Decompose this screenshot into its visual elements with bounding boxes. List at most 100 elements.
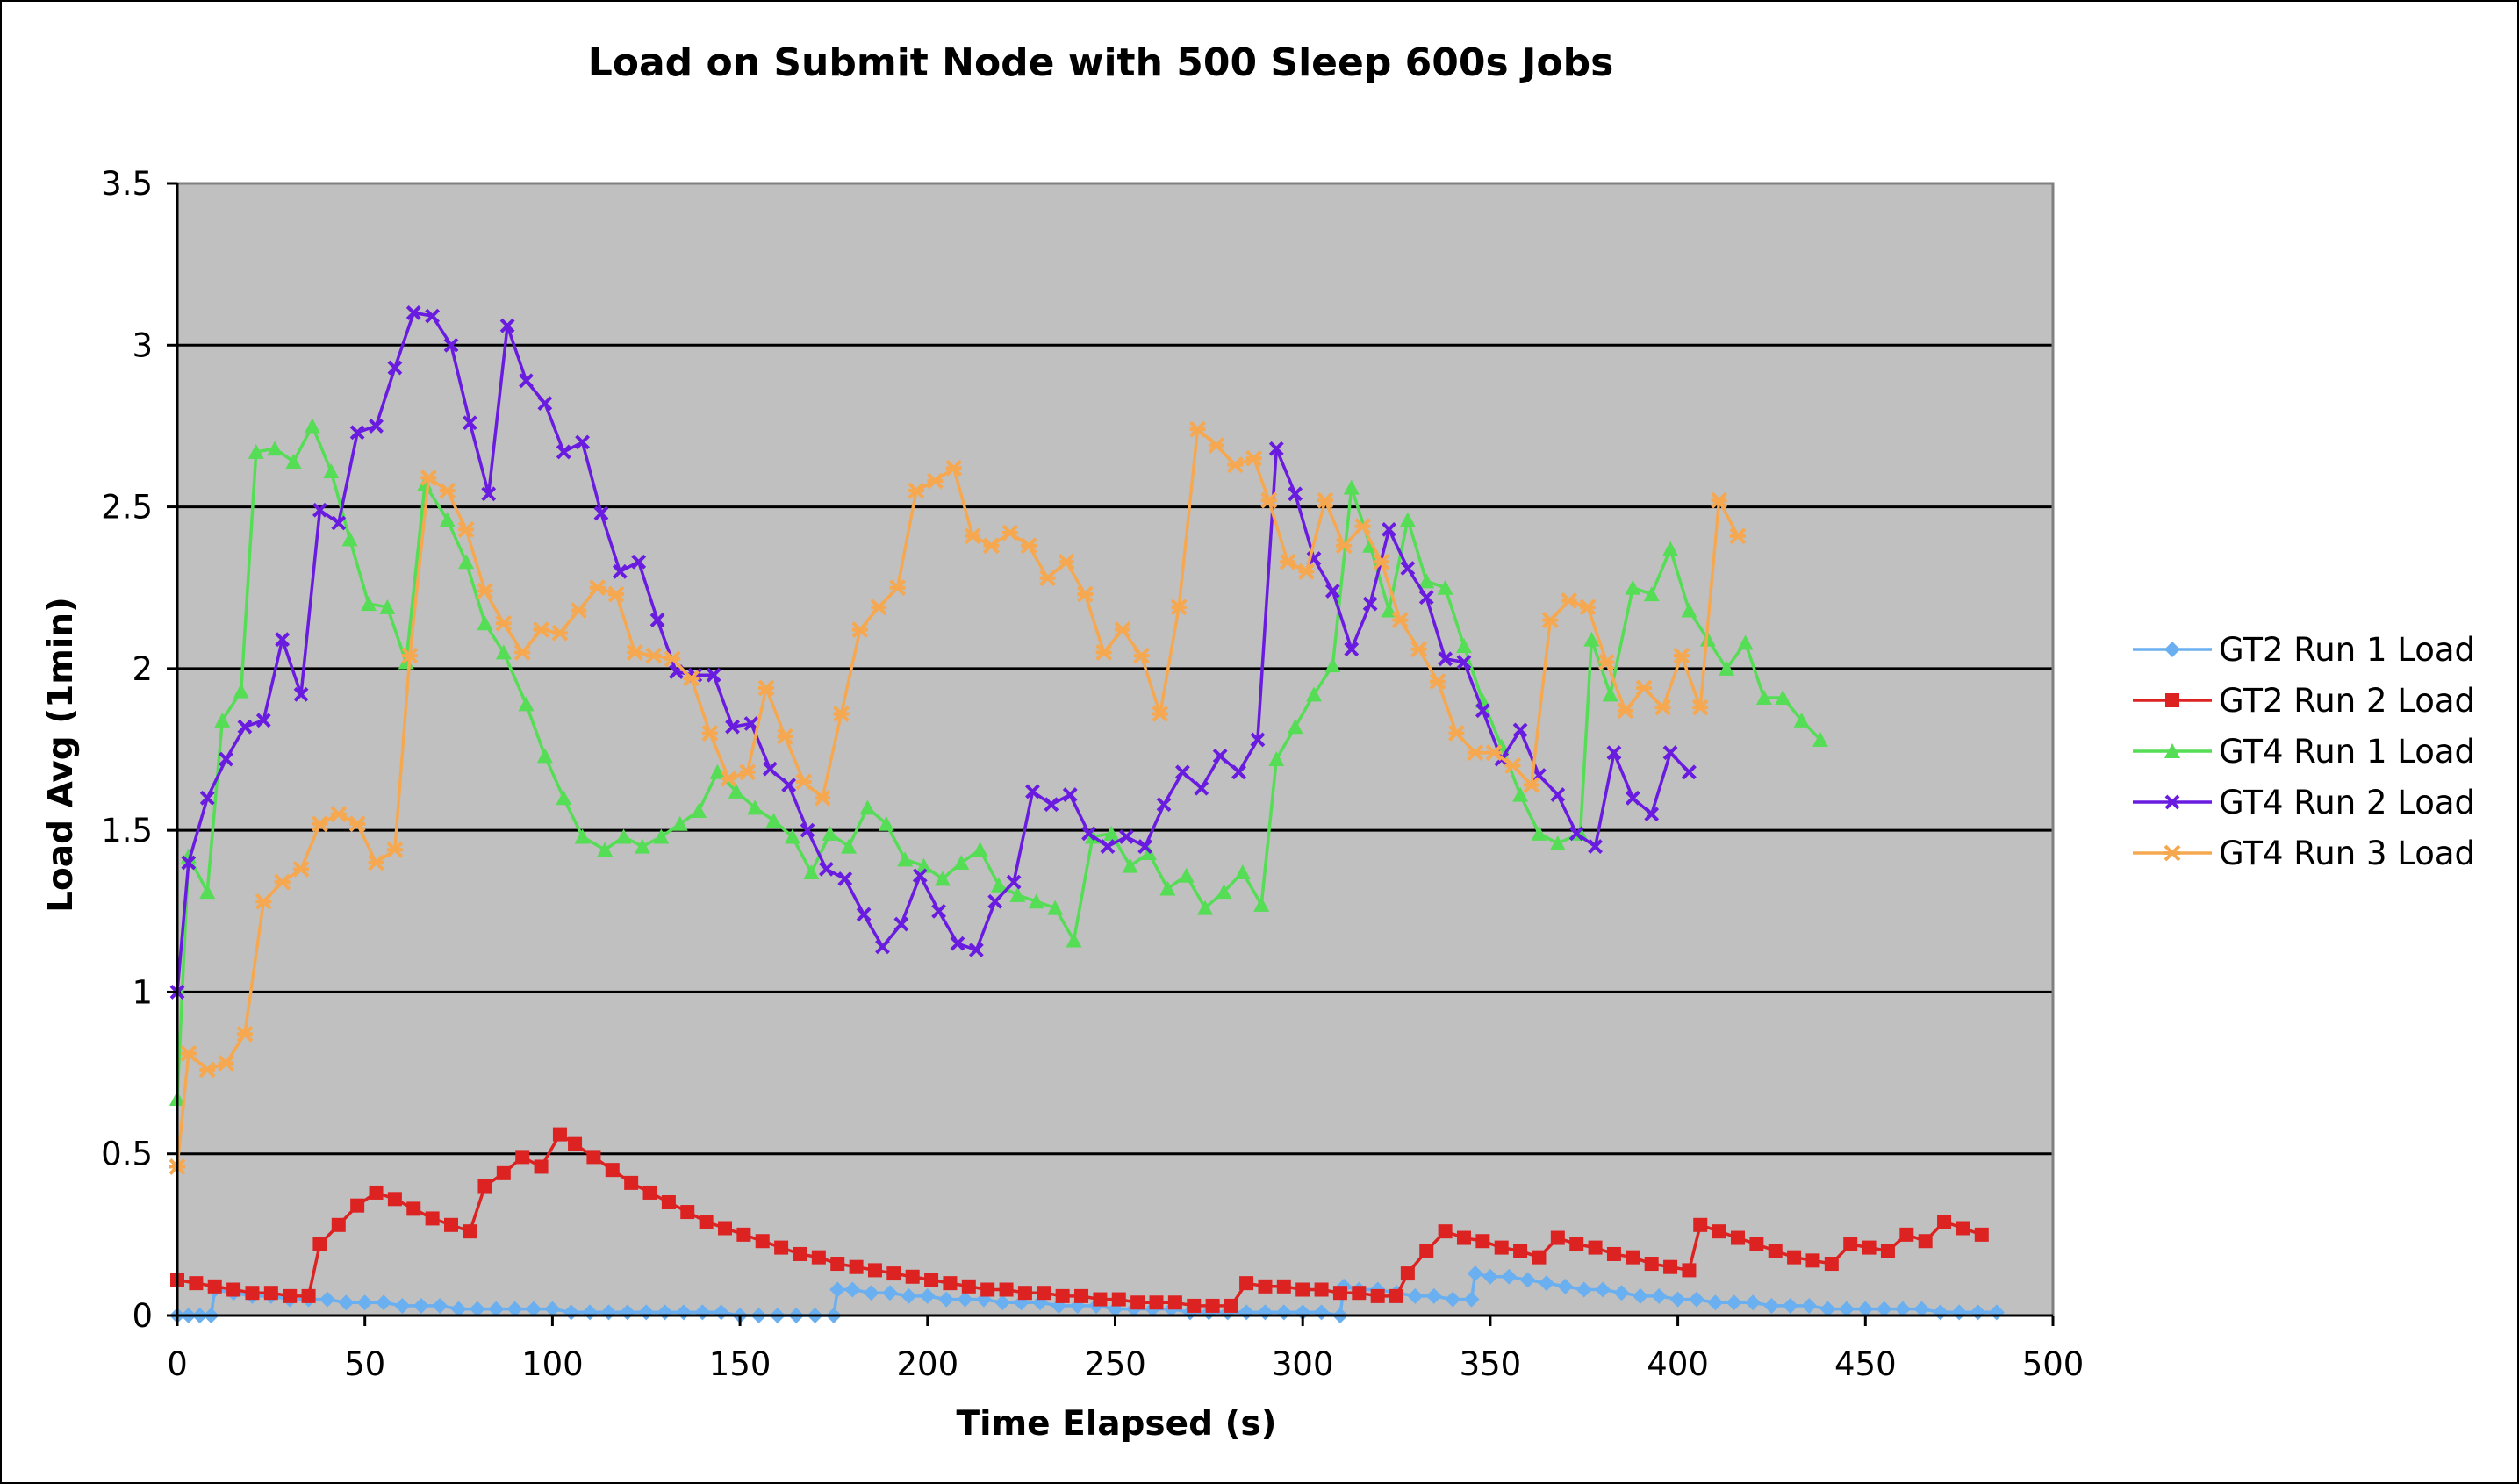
gt4-run-3-load-point [1152,706,1169,722]
gt4-run-3-load-point [607,585,625,603]
gt4-run-1-load-point [248,443,264,459]
gt4-run-1-load-point [360,596,377,612]
gt4-run-1-load-point [1234,864,1251,880]
y-tick-label: 3.5 [101,165,153,203]
y-tick-label: 1.5 [101,812,153,850]
gt4-run-2-load-point [612,563,628,579]
gt4-run-3-load-point [513,644,531,661]
gt4-run-1-load-point [784,828,800,844]
gt4-run-2-load-point [1382,521,1396,537]
gt2-run-2-load-point [369,1185,384,1200]
gt2-run-1-load-point [882,1285,899,1301]
gt2-run-2-load-point [1749,1237,1764,1251]
gt2-run-1-load-point [1688,1291,1704,1308]
gt4-run-1-load-point [1531,825,1547,841]
gt2-run-1-load-point [469,1301,485,1317]
gt2-run-2-load-point [1017,1286,1032,1301]
gt2-run-1-load-point [1407,1287,1424,1304]
gt4-run-3-load-point [926,472,944,490]
gt2-run-2-load-point [680,1205,695,1220]
gt4-run-2-load-point [1118,829,1134,844]
gt4-run-1-load-point [841,838,858,854]
gt4-run-1-load-point [1178,867,1195,883]
gt4-run-1-load-point [1399,512,1416,527]
gt4-run-3-load-point [1467,744,1484,762]
gt2-run-2-load-point [301,1288,316,1303]
gt4-run-3-load-point [851,621,869,639]
gt2-run-2-load-point [568,1136,583,1151]
gt4-run-1-load-point [1122,857,1138,873]
legend-swatch-marker [2165,693,2179,707]
gt4-run-2-load-point [199,790,215,806]
gt4-run-2-load-point [1231,764,1246,780]
legend-swatch-marker [2164,844,2181,862]
gt4-run-1-load-point [1324,657,1341,673]
gt2-run-1-load-point [1763,1297,1780,1314]
gt4-run-3-load-point [814,789,831,807]
gt2-run-1-load-point [994,1294,1011,1311]
gt2-run-2-load-point [1550,1230,1565,1245]
gt4-run-3-load-point [1170,599,1188,616]
gt2-run-2-load-point [534,1159,549,1174]
gt4-run-1-load-point [1719,660,1735,676]
legend-item-gt2-run-1-load: GT2 Run 1 Load [2133,631,2475,669]
gt4-run-3-load-point [401,647,419,664]
x-axis-ticks: 0 50 100 150 200 250 300 350 400 450 500 [167,1316,2084,1383]
gt4-run-1-load-point [439,512,456,527]
gt4-run-3-load-point [1485,744,1503,762]
gt4-run-1-load-point [1681,602,1697,618]
gt4-run-3-load-point [236,1025,254,1043]
gt4-run-2-load-point [1644,807,1660,822]
gt4-run-1-load-point [953,855,970,870]
gt4-run-1-load-point [1737,634,1754,650]
gt4-run-1-load-point [859,799,876,815]
gt2-run-2-load-point [1824,1257,1839,1272]
gt4-run-2-load-point [1250,732,1266,748]
gt4-run-2-load-point [1550,787,1566,803]
legend-swatch-marker [2164,794,2180,810]
gt4-run-2-load-point [1475,703,1490,719]
gt4-run-2-load-point [1025,784,1040,799]
gt4-run-1-load-point [574,828,591,844]
gt2-run-2-load-point [1389,1288,1404,1303]
gt4-run-3-load-point [255,893,272,910]
gt4-run-3-load-point [720,770,737,787]
gt4-run-1-load-point [341,531,358,547]
gt4-run-1-load-point [728,783,744,799]
gt4-run-3-load-point [180,1045,197,1062]
legend-swatch-marker [2164,642,2180,657]
legend-label: GT2 Run 2 Load [2219,682,2475,720]
gt4-run-1-load-point [1009,886,1026,902]
gt4-run-3-load-point [833,706,850,722]
gt4-run-3-load-point [776,728,793,745]
gt2-run-2-load-point [1295,1282,1310,1297]
gt4-run-3-load-point [627,644,643,661]
gt4-run-3-load-point [1523,777,1540,793]
gt2-run-2-load-point [1626,1250,1640,1265]
gt4-run-2-load-point [1662,745,1678,761]
gt2-run-1-load-point [506,1301,523,1317]
x-tick-label: 50 [344,1345,385,1383]
legend: GT2 Run 1 Load GT2 Run 2 Load GT4 Run 1 Lo… [2133,631,2475,872]
gt4-run-1-load-point [1047,900,1064,915]
gt2-run-1-load-point [1669,1291,1686,1308]
gt4-run-1-load-point [285,453,302,469]
gt4-run-2-load-point [1044,797,1059,813]
gt2-run-1-load-point [1707,1294,1724,1311]
gt4-run-3-load-point [198,1061,216,1079]
gt4-run-2-load-point [1588,839,1603,854]
gt2-run-2-load-point [1880,1244,1895,1258]
gt4-run-2-load-point [856,907,872,922]
legend-label: GT2 Run 1 Load [2219,631,2475,669]
gt4-run-2-load-point [1194,780,1209,796]
gt4-run-3-load-point [870,599,887,616]
gt4-run-1-load-point [518,696,535,712]
gt2-run-1-load-point [863,1285,879,1301]
gt2-run-2-load-point [331,1217,346,1232]
gt2-run-1-load-point [526,1301,542,1317]
gt4-run-2-load-point [931,903,947,919]
gt2-run-2-load-point [515,1150,530,1165]
gt2-run-2-load-point [1438,1224,1453,1239]
y-axis-ticks: 0 0.5 1 1.5 2 2.5 3 3.5 [101,165,177,1335]
gt2-run-1-load-point [394,1297,411,1314]
